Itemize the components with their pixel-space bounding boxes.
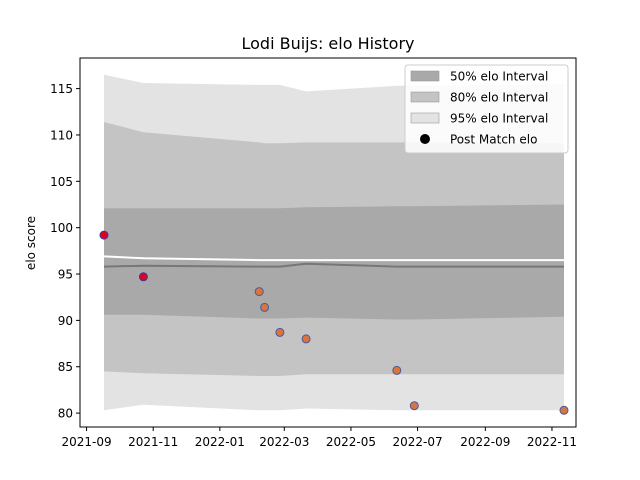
- y-tick-label: 90: [58, 314, 73, 328]
- x-tick-label: 2022-11: [527, 435, 577, 449]
- y-axis-label: elo score: [24, 216, 38, 270]
- post-match-points: [99, 230, 569, 415]
- post-match-point-6: [301, 334, 311, 344]
- post-match-point-1: [99, 230, 109, 240]
- plot-frame: [79, 57, 577, 428]
- post-match-point-3: [254, 287, 264, 297]
- x-tick-label: 2021-09: [61, 435, 111, 449]
- x-tick-label: 2022-05: [326, 435, 376, 449]
- x-tick-label: 2022-07: [393, 435, 443, 449]
- y-tick-label: 105: [50, 175, 73, 189]
- legend-marker: [420, 134, 430, 144]
- x-tick-label: 2022-09: [460, 435, 510, 449]
- x-tick-label: 2021-11: [128, 435, 178, 449]
- y-tick-label: 110: [50, 128, 73, 142]
- y-axis: 80 85 90 95 100 105 110 115: [50, 82, 80, 421]
- post-match-point-8: [409, 401, 419, 411]
- band-50: [104, 204, 564, 320]
- post-match-point-2: [138, 272, 148, 282]
- legend-label: 80% elo Interval: [450, 91, 548, 105]
- post-match-point-9: [559, 405, 569, 415]
- post-match-point-5: [275, 327, 285, 337]
- y-tick-label: 85: [58, 360, 73, 374]
- legend-swatch: [410, 70, 440, 82]
- legend-label: 95% elo Interval: [450, 112, 548, 126]
- legend-label: 50% elo Interval: [450, 70, 548, 84]
- post-match-point-7: [392, 365, 402, 375]
- legend-swatch: [410, 91, 440, 103]
- elo-lines: [103, 255, 564, 268]
- y-tick-label: 115: [50, 82, 73, 96]
- legend-label: Post Match elo: [450, 133, 537, 147]
- x-axis: 2021-09 2021-11 2022-01 2022-03 2022-05 2022-…: [61, 427, 577, 449]
- interval-bands: [104, 74, 564, 411]
- legend-swatch: [410, 112, 440, 124]
- median-line: [103, 262, 564, 268]
- y-tick-label: 80: [58, 407, 73, 421]
- legend: 50% elo Interval 80% elo Interval 95% elo …: [404, 64, 569, 154]
- legend-box: [404, 64, 569, 154]
- y-tick-label: 95: [58, 268, 73, 282]
- chart-title: Lodi Buijs: elo History: [241, 34, 414, 53]
- mean-line: [103, 255, 564, 262]
- post-match-point-4: [260, 302, 270, 312]
- y-tick-label: 100: [50, 221, 73, 235]
- x-tick-label: 2022-01: [195, 435, 245, 449]
- x-tick-label: 2022-03: [259, 435, 309, 449]
